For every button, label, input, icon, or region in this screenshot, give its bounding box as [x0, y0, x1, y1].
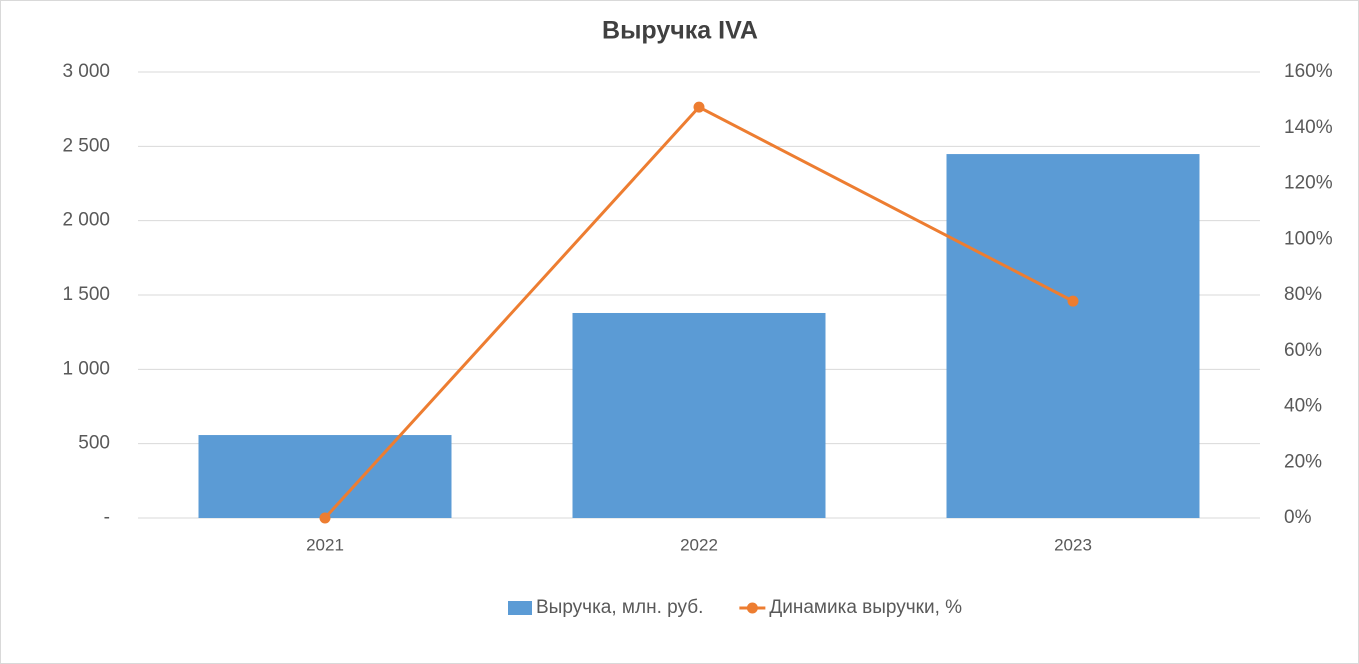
legend-label: Динамика выручки, % [769, 597, 962, 618]
legend-label: Выручка, млн. руб. [536, 597, 703, 618]
x-tick-label: 2021 [306, 535, 344, 554]
y2-tick-label: 40% [1284, 396, 1322, 417]
bar [946, 154, 1200, 518]
y2-tick-label: 20% [1284, 451, 1322, 472]
y2-tick-label: 80% [1284, 284, 1322, 305]
y2-tick-label: 60% [1284, 340, 1322, 361]
x-tick-label: 2023 [1054, 535, 1092, 554]
chart-title: Выручка IVA [602, 17, 758, 45]
line-marker [693, 101, 705, 113]
legend-marker [746, 602, 758, 614]
y2-tick-label: 100% [1284, 228, 1333, 249]
line-marker [319, 512, 331, 524]
legend-swatch [508, 601, 532, 615]
bar [572, 312, 826, 518]
y-tick-label: 1 000 [62, 358, 110, 379]
y2-tick-label: 0% [1284, 507, 1312, 528]
y-tick-label: 500 [78, 433, 110, 454]
line-marker [1067, 295, 1079, 307]
x-tick-label: 2022 [680, 535, 718, 554]
y-tick-label: - [104, 507, 110, 528]
y-tick-label: 2 500 [62, 135, 110, 156]
y-tick-label: 3 000 [62, 61, 110, 82]
bar [198, 435, 452, 518]
y-tick-label: 2 000 [62, 210, 110, 231]
y2-tick-label: 120% [1284, 173, 1333, 194]
y2-tick-label: 160% [1284, 61, 1333, 82]
y-tick-label: 1 500 [62, 284, 110, 305]
y2-tick-label: 140% [1284, 117, 1333, 138]
